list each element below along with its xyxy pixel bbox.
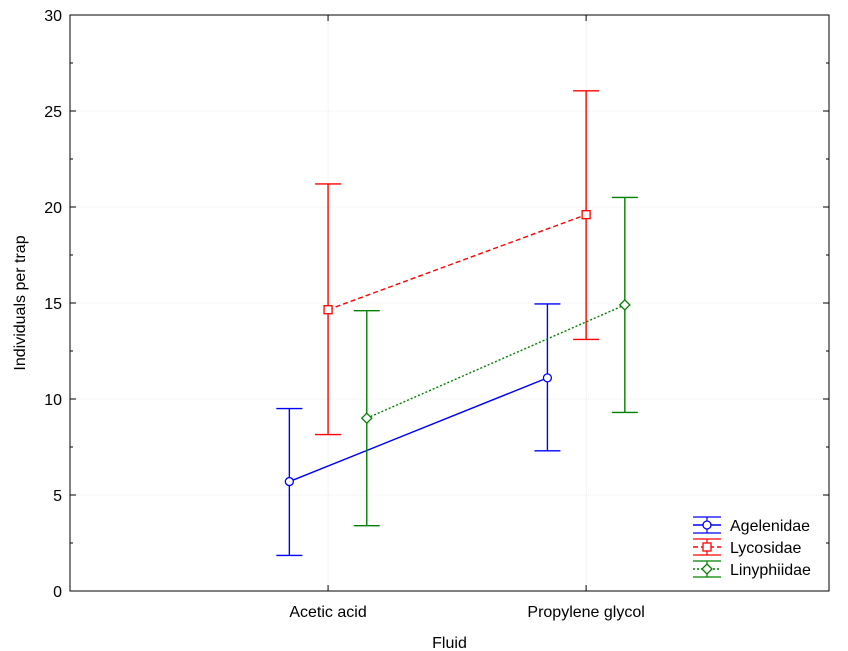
legend-label: Linyphiidae — [730, 562, 811, 579]
y-tick-label: 10 — [44, 392, 62, 409]
data-point-linyphiidae — [618, 299, 631, 311]
legend-marker — [702, 542, 712, 552]
y-tick-label: 0 — [53, 584, 62, 601]
series-agelenidae — [276, 303, 561, 557]
data-point-agelenidae — [542, 373, 553, 383]
data-point-lycosidae — [581, 210, 591, 220]
x-tick-label: Acetic acid — [289, 604, 366, 621]
legend-marker — [702, 520, 712, 530]
ticks-layer: 0 5 10 15 20 25 30 Acetic acid Propylene glycol — [44, 8, 829, 621]
series-linyphiidae — [353, 196, 638, 527]
data-point-agelenidae — [284, 476, 295, 487]
y-axis-title: Individuals per trap — [12, 235, 29, 370]
grid-layer — [70, 15, 829, 591]
legend-item-linyphiidae: Linyphiidae — [693, 560, 811, 579]
legend-label: Lycosidae — [730, 540, 802, 557]
data-point-linyphiidae — [360, 412, 373, 425]
series-layer — [276, 90, 638, 557]
series-lycosidae — [315, 90, 600, 436]
data-point-lycosidae — [323, 305, 333, 315]
x-tick-label: Propylene glycol — [527, 604, 644, 621]
legend: Agelenidae Lycosidae Linyphiidae — [693, 516, 811, 579]
legend-item-agelenidae: Agelenidae — [693, 516, 810, 535]
legend-item-lycosidae: Lycosidae — [693, 538, 802, 557]
y-tick-label: 5 — [53, 488, 62, 505]
y-tick-label: 20 — [44, 200, 62, 217]
x-axis-title: Fluid — [432, 635, 467, 651]
plot-frame — [69, 14, 830, 592]
y-tick-label: 30 — [44, 8, 62, 25]
y-tick-label: 25 — [44, 104, 62, 121]
series-line-agelenidae — [289, 377, 548, 483]
series-line-linyphiidae — [366, 304, 626, 419]
series-line-lycosidae — [327, 214, 587, 311]
legend-label: Agelenidae — [730, 518, 810, 535]
legend-marker — [701, 563, 713, 575]
y-tick-label: 15 — [44, 296, 62, 313]
